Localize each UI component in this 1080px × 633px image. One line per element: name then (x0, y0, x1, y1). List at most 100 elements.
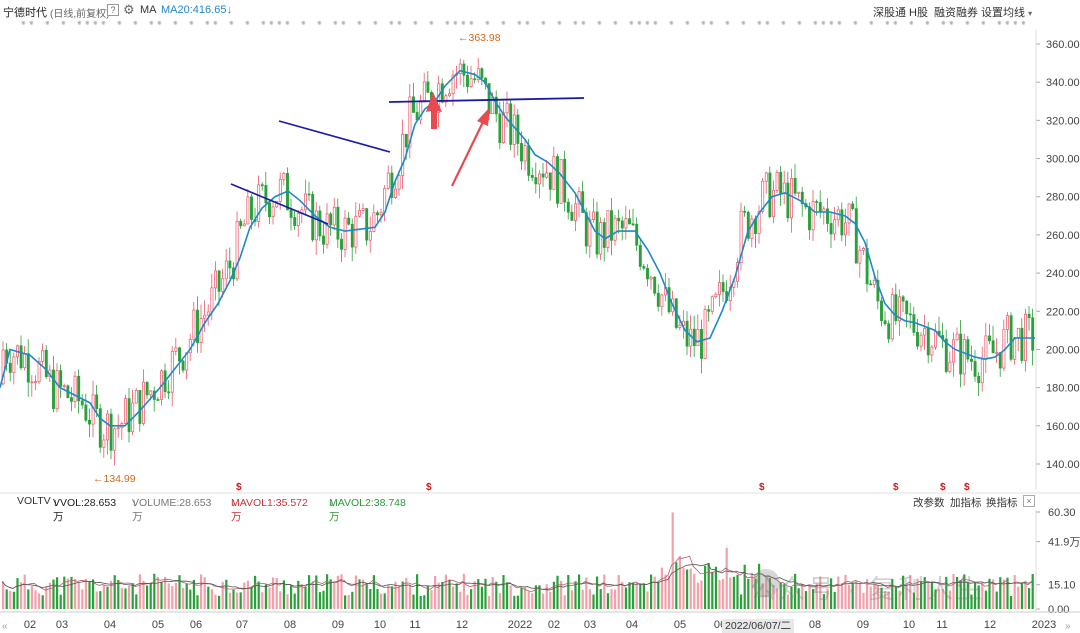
volume-bar (840, 582, 843, 609)
volume-bar (354, 575, 357, 609)
voltv-label: VOLTV (17, 495, 51, 507)
help-button[interactable]: ? (107, 4, 119, 16)
volume-bar (1013, 575, 1016, 609)
volume-bar (448, 579, 451, 609)
volume-bar (653, 576, 656, 609)
candle-body (30, 381, 34, 384)
candle-body (203, 314, 207, 319)
candle-body (570, 211, 574, 221)
volume-bar (930, 581, 933, 609)
news-marker: ⁕ (276, 20, 283, 28)
volume-bar (509, 585, 512, 609)
margin-trading-button[interactable]: 融资融券 (934, 7, 978, 19)
kline-chart[interactable]: ⁕ ⁕ ⁕ ⁕ ⁕ ⁕ ⁕ ⁕ ⁕ ⁕ ⁕ ⁕ ⁕ ⁕ ⁕ ⁕ ⁕ ⁕ ⁕ ⁕ ⁕ ⁕ ⁕ ⁕ ⁕ ⁕ ⁕ ⁕ ⁕ ⁕ ⁕ ⁕ ⁕ ⁕ ⁕ ⁕ ⁕ ⁕ ⁕ ⁕… (0, 19, 1080, 633)
candle-body (41, 349, 45, 362)
news-marker: ⁕ (820, 20, 827, 28)
volume-bar (412, 594, 415, 609)
volume-bar (282, 580, 285, 609)
volume-bar (635, 583, 638, 609)
news-marker: ⁕ (92, 20, 99, 28)
price-tick-label: 320.00 (1046, 115, 1080, 127)
price-tick-label: 360.00 (1046, 39, 1080, 51)
candle-body (660, 294, 664, 307)
volume-bar (401, 581, 404, 609)
news-marker: ⁕ (812, 20, 819, 28)
x-axis-label: 06 (190, 619, 202, 631)
candle-body (545, 172, 549, 178)
volume-bar (974, 582, 977, 609)
volume-bar (390, 586, 393, 609)
news-marker: ⁕ (284, 20, 291, 28)
dividend-marker: $ (893, 482, 899, 493)
news-marker: ⁕ (300, 20, 307, 28)
x-axis-label: 12 (456, 619, 468, 631)
volume-tick-label: 15.10 (1048, 580, 1076, 592)
edit-params-button[interactable]: 改参数 (913, 497, 945, 509)
volume-bar (419, 595, 422, 609)
volume-bar (538, 585, 541, 609)
volume-bar (70, 576, 73, 609)
volume-bar (956, 576, 959, 609)
volume-bar (257, 581, 260, 609)
candle-body (354, 215, 358, 248)
chart-area[interactable]: ⁕ ⁕ ⁕ ⁕ ⁕ ⁕ ⁕ ⁕ ⁕ ⁕ ⁕ ⁕ ⁕ ⁕ ⁕ ⁕ ⁕ ⁕ ⁕ ⁕ ⁕ ⁕ ⁕ ⁕ ⁕ ⁕ ⁕ ⁕ ⁕ ⁕ ⁕ ⁕ ⁕ ⁕ ⁕ ⁕ ⁕ ⁕ ⁕ ⁕… (0, 19, 1080, 633)
volume-bar (369, 589, 372, 609)
close-icon[interactable]: × (1023, 495, 1035, 507)
candle-body (894, 294, 898, 322)
volume-bar (372, 575, 375, 609)
set-ma-button[interactable]: 设置均线 ▾ (981, 7, 1033, 19)
gear-icon[interactable]: ⚙ (123, 2, 135, 17)
volume-bar (398, 585, 401, 609)
add-indicator-button[interactable]: 加指标 (950, 497, 982, 509)
volume-bar (491, 577, 494, 609)
volume-bar (124, 588, 127, 609)
volume-bar (221, 581, 224, 609)
volume-bar (534, 585, 537, 609)
volume-bar (596, 576, 599, 609)
volume-bar (963, 574, 966, 609)
volume-bar (995, 591, 998, 609)
volume-bar (574, 581, 577, 609)
volume-bar (999, 577, 1002, 609)
volume-bar (592, 594, 595, 609)
scroll-right-icon[interactable]: » (1065, 621, 1071, 632)
news-marker: ⁕ (980, 20, 987, 28)
volume-bar (405, 577, 408, 609)
news-marker: ⁕ (244, 20, 251, 28)
candle-body (77, 375, 81, 402)
wechat-icon (752, 569, 780, 597)
candle-body (278, 179, 282, 202)
hk-connect-button[interactable]: 深股通 (873, 7, 906, 19)
candle-body (134, 390, 138, 404)
news-marker: ⁕ (100, 20, 107, 28)
volume-bar (95, 591, 98, 609)
news-marker: ⁕ (356, 20, 363, 28)
news-marker: ⁕ (540, 20, 547, 28)
candle-body (397, 175, 401, 190)
scroll-left-icon[interactable]: « (2, 621, 8, 632)
volume-bar (484, 578, 487, 609)
h-share-button[interactable]: H股 (909, 7, 928, 19)
candle-body (142, 381, 145, 424)
candle-body (476, 68, 480, 81)
high-label: ←363.98 (458, 32, 501, 44)
candle-body (991, 340, 995, 354)
indicator-label[interactable]: MA (140, 4, 157, 16)
volume-bar (160, 581, 163, 609)
news-marker: ⁕ (572, 20, 579, 28)
candle-body (592, 211, 595, 220)
volume-bar (437, 582, 440, 609)
switch-indicator-button[interactable]: 换指标 (986, 497, 1018, 509)
volume-bar (524, 586, 527, 609)
news-marker: ⁕ (700, 20, 707, 28)
candle-body (260, 184, 264, 187)
candle-body (797, 191, 801, 194)
volume-bar (315, 575, 318, 609)
volume-bar (311, 581, 314, 609)
volume-bar (207, 586, 210, 609)
volume-bar (851, 582, 854, 609)
candle-body (739, 210, 743, 263)
candle-body (498, 113, 502, 143)
candle-body (419, 100, 423, 121)
candle-body (59, 370, 63, 387)
